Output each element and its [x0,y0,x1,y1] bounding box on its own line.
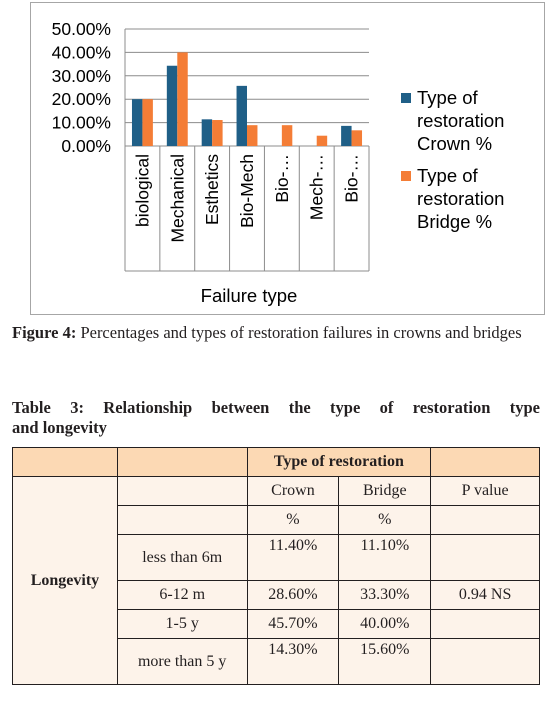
table-row: less than 6m 11.40% 11.10% [13,534,540,581]
row-label: 6-12 m [116,580,248,610]
crown-value: 14.30% [246,638,340,685]
legend-label: Type of [417,87,478,108]
table-unit-row: % % [13,505,540,535]
col-header-crown: Crown [246,476,340,506]
col-header-bridge: Bridge [338,476,432,506]
category-label: Mechanical [167,154,187,243]
y-tick-label: 30.00% [52,66,111,86]
bar-series-2 [281,125,293,146]
longevity-table: Type of restoration Longevity Crown Brid… [12,447,540,685]
empty-cell [116,476,248,506]
legend-swatch [401,93,411,103]
bar-series-1 [341,125,352,146]
table-header-row: Type of restoration [12,447,540,477]
unit-bridge: % [338,505,432,535]
bar-series-2 [247,125,258,146]
crown-value: 28.60% [246,580,340,610]
bridge-value: 33.30% [338,580,432,610]
category-label: Bio-… [272,154,292,203]
legend-label: restoration [417,188,505,209]
header-empty-cell [116,447,248,477]
table-title-line2: and longevity [12,418,107,437]
empty-cell [116,505,248,535]
bridge-value: 15.60% [338,638,432,685]
p-value: 0.94 NS [430,580,540,610]
figure-4-chart: 0.00% 10.00% 20.00% 30.00% 40.00% 50.00% biolo… [30,2,545,315]
col-header-p-value: P value [430,476,540,506]
crown-value: 11.40% [246,534,340,581]
y-tick-label: 40.00% [52,42,111,62]
y-tick-label: 10.00% [52,113,111,133]
table-title: Table 3: Relationship between the type o… [12,398,540,438]
legend-label: restoration [417,110,505,131]
category-label: Bio-Mech [237,154,257,228]
crown-value: 45.70% [246,609,340,639]
category-label: biological [132,154,152,227]
row-label: less than 6m [116,534,248,581]
p-value [430,609,540,639]
figure-caption-text: Percentages and types of restoration fai… [76,323,522,342]
figure-caption: Figure 4: Percentages and types of resto… [12,322,542,344]
bar-series-1 [166,65,178,146]
table-row: 1-5 y 45.70% 40.00% [13,609,540,639]
legend-entry: Type of restoration Crown % [401,86,541,155]
unit-crown: % [246,505,340,535]
header-empty-cell [12,447,118,477]
legend-entry: Type of restoration Bridge % [401,164,541,233]
bar-series-2 [177,52,188,146]
bar-series-1 [201,119,213,146]
p-value [430,638,540,685]
header-empty-cell [430,447,540,477]
category-label: Mech-… [307,154,327,220]
y-tick-label: 20.00% [52,89,111,109]
row-label: more than 5 y [116,638,248,685]
p-value [430,534,540,581]
category-label: Bio-… [342,154,362,203]
bridge-value: 11.10% [338,534,432,581]
bar-series-2 [142,99,153,146]
row-label: 1-5 y [116,609,248,639]
legend-label: Bridge % [417,211,493,232]
legend-label: Crown % [417,133,493,154]
header-type-of-restoration: Type of restoration [246,447,432,477]
table-row: more than 5 y 14.30% 15.60% [13,638,540,685]
category-label: Esthetics [202,154,222,225]
y-tick-label: 0.00% [61,136,111,156]
x-axis-title: Failure type [201,285,298,306]
bar-series-2 [212,120,223,146]
bar-series-2 [316,135,328,146]
bar-series-1 [131,99,143,146]
empty-cell [430,505,540,535]
legend-label: Type of [417,165,478,186]
bar-chart-svg: 0.00% 10.00% 20.00% 30.00% 40.00% 50.00% biolo… [52,19,370,306]
y-tick-label: 50.00% [52,19,111,39]
bridge-value: 40.00% [338,609,432,639]
chart-legend: Type of restoration Crown % Type of restorat… [401,86,541,242]
figure-caption-label: Figure 4: [12,323,77,342]
bar-series-1 [236,85,247,146]
bar-series-2 [351,130,363,146]
table-title-line1: Table 3: Relationship between the type o… [12,398,540,417]
table-subheader-row: Longevity Crown Bridge P value [12,476,540,685]
row-label-longevity: Longevity [12,476,118,685]
legend-swatch [401,171,411,181]
